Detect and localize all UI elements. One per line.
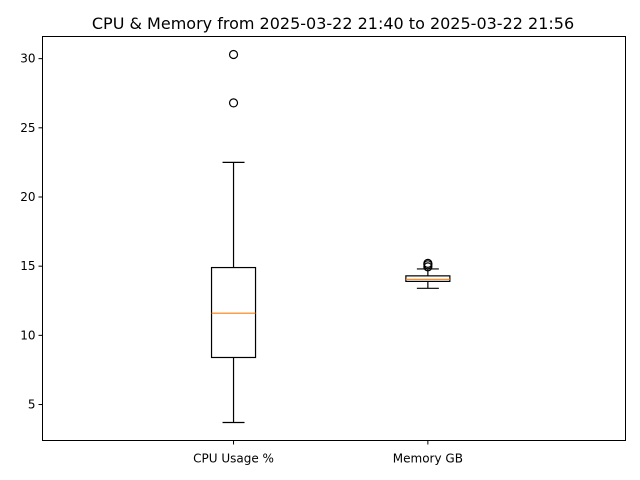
boxes-layer	[210, 49, 451, 424]
outlier-point	[423, 258, 433, 269]
plot-area	[42, 36, 626, 441]
x-axis: CPU Usage % Memory GB	[193, 440, 463, 466]
y-tick-label: 15	[20, 259, 35, 273]
box	[405, 275, 451, 282]
y-axis: 5 10 15 20 25 30	[20, 52, 43, 412]
box-group	[210, 49, 257, 424]
y-tick-label: 5	[28, 398, 36, 412]
y-tick-label: 25	[20, 121, 35, 135]
box	[210, 266, 257, 359]
outlier-point	[228, 98, 239, 108]
y-tick-label: 30	[20, 52, 35, 66]
y-tick-label: 10	[20, 328, 35, 342]
chart-title: CPU & Memory from 2025-03-22 21:40 to 20…	[92, 14, 574, 33]
outlier-point	[228, 49, 239, 60]
x-tick-label: Memory GB	[393, 452, 463, 466]
x-tick-label: CPU Usage %	[193, 452, 274, 466]
box-group	[405, 258, 451, 289]
y-tick-label: 20	[20, 190, 35, 204]
